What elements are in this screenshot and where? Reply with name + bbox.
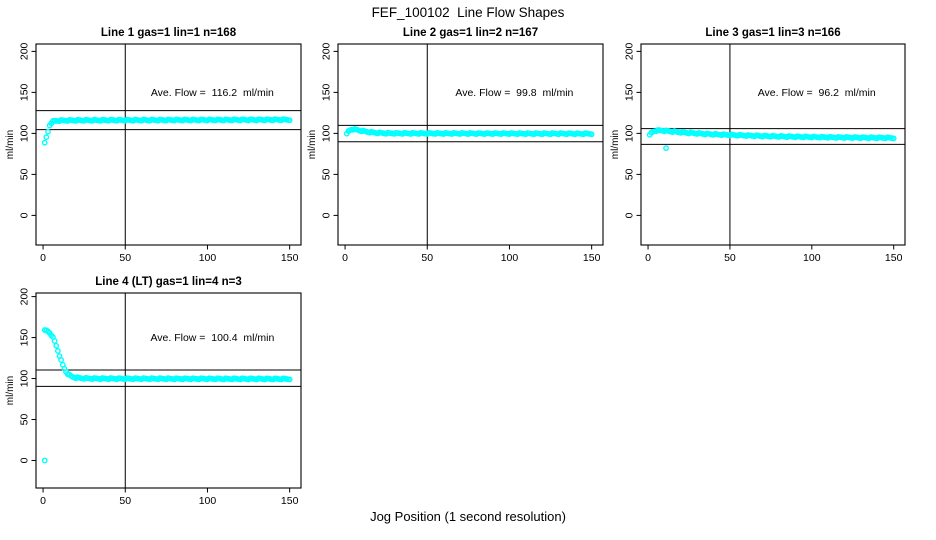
x-tick-label: 0 xyxy=(645,252,651,264)
y-tick-label: 0 xyxy=(19,212,31,218)
y-tick-label: 50 xyxy=(321,168,333,180)
y-tick-label: 200 xyxy=(19,288,31,306)
x-tick-label: 50 xyxy=(724,252,736,264)
y-axis-label: ml/min xyxy=(610,130,621,159)
outlier-point xyxy=(663,145,669,152)
x-tick-label: 50 xyxy=(421,252,433,264)
subplot-line-1: 0 50 100 150 0 50 100 150 200 ml/min Line 1 gas=1 … xyxy=(5,27,302,264)
subplot-title: Line 3 gas=1 lin=3 n=166 xyxy=(705,27,840,39)
y-tick-label: 150 xyxy=(19,329,31,347)
outlier-point xyxy=(41,457,48,464)
y-tick-label: 200 xyxy=(624,42,636,60)
x-axis-title: Jog Position (1 second resolution) xyxy=(370,509,566,524)
ave-flow-annotation: Ave. Flow = 99.8 ml/min xyxy=(455,87,573,99)
ave-flow-annotation: Ave. Flow = 100.4 ml/min xyxy=(150,332,274,344)
x-tick-label: 100 xyxy=(501,252,519,264)
data-point xyxy=(890,135,897,142)
y-tick-label: 150 xyxy=(321,83,333,101)
subplot-title: Line 2 gas=1 lin=2 n=167 xyxy=(403,27,538,39)
y-tick-label: 150 xyxy=(19,83,31,101)
subplot-line-2: 0 50 100 150 0 50 100 150 200 ml/min Line 2 gas=1 … xyxy=(307,27,604,264)
subplot-line-3: 0 50 100 150 0 50 100 150 200 ml/min Line 3 gas=1 … xyxy=(610,27,906,264)
y-axis-label: ml/min xyxy=(307,130,318,159)
y-tick-label: 100 xyxy=(19,124,31,142)
y-tick-label: 50 xyxy=(624,168,636,180)
data-point xyxy=(41,139,48,146)
data-point xyxy=(588,131,595,138)
data-point xyxy=(51,338,58,344)
y-tick-label: 200 xyxy=(321,42,333,60)
x-tick-label: 150 xyxy=(281,252,299,264)
subplot-title: Line 4 (LT) gas=1 lin=4 n=3 xyxy=(95,276,241,288)
ave-flow-annotation: Ave. Flow = 116.2 ml/min xyxy=(151,87,274,99)
data-point xyxy=(45,128,51,135)
x-tick-label: 0 xyxy=(40,495,46,507)
subplot-title: Line 1 gas=1 lin=1 n=168 xyxy=(101,27,237,39)
data-point xyxy=(286,117,293,124)
y-tick-label: 0 xyxy=(624,212,636,218)
y-tick-label: 0 xyxy=(19,457,31,463)
y-tick-label: 0 xyxy=(321,212,333,218)
data-point xyxy=(43,134,50,141)
x-tick-label: 0 xyxy=(40,252,46,264)
data-point xyxy=(54,348,61,354)
y-tick-label: 50 xyxy=(19,168,31,180)
x-tick-label: 100 xyxy=(199,495,217,507)
data-point xyxy=(58,357,65,363)
plot-border xyxy=(35,292,302,489)
figure-title: FEF_100102 Line Flow Shapes xyxy=(371,5,565,20)
y-tick-label: 100 xyxy=(624,124,636,142)
x-tick-label: 50 xyxy=(119,252,131,264)
plot-border xyxy=(337,43,604,246)
x-tick-label: 0 xyxy=(342,252,348,264)
x-tick-label: 50 xyxy=(119,495,131,507)
y-tick-label: 50 xyxy=(19,414,31,426)
y-tick-label: 200 xyxy=(19,42,31,60)
y-tick-label: 100 xyxy=(321,124,333,142)
x-tick-label: 100 xyxy=(803,252,821,264)
data-point xyxy=(286,376,293,383)
data-point xyxy=(53,342,60,349)
x-tick-label: 100 xyxy=(199,252,217,264)
x-tick-label: 150 xyxy=(885,252,903,264)
y-tick-label: 150 xyxy=(624,83,636,101)
y-tick-label: 100 xyxy=(19,370,31,388)
subplot-line-4: 0 50 100 150 0 50 100 150 200 ml/min Line 4 (LT) g… xyxy=(5,276,302,507)
x-tick-label: 150 xyxy=(281,495,299,507)
plot-border xyxy=(35,43,302,246)
y-axis-label: ml/min xyxy=(5,130,16,159)
y-axis-label: ml/min xyxy=(5,376,16,405)
x-tick-label: 150 xyxy=(583,252,601,264)
ave-flow-annotation: Ave. Flow = 96.2 ml/min xyxy=(758,87,876,99)
